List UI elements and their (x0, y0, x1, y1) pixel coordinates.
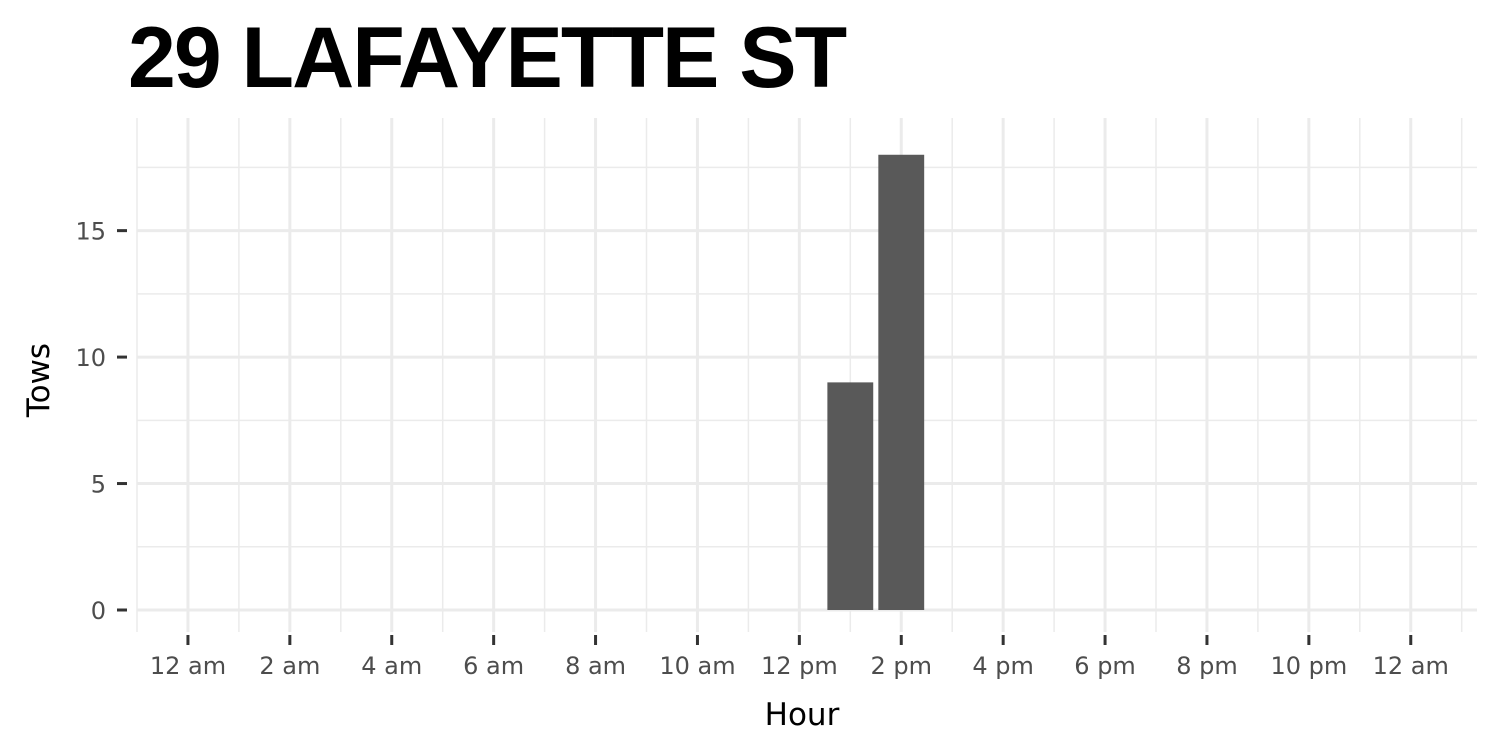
grid-lines (136, 118, 1477, 632)
x-tick-label: 12 am (150, 652, 226, 680)
x-tick-label: 8 am (565, 652, 626, 680)
y-tick-label: 15 (75, 218, 106, 246)
y-tick-label: 5 (91, 471, 106, 499)
bar-1-pm (827, 382, 874, 610)
y-axis: 0 5 10 15 (75, 218, 127, 625)
x-axis: 12 am 2 am 4 am 6 am 8 am 10 am 12 pm 2 pm 4 pm 6… (150, 635, 1449, 680)
y-tick-label: 0 (91, 597, 106, 625)
bars (827, 154, 925, 610)
x-tick-label: 6 am (463, 652, 524, 680)
x-tick-label: 12 pm (761, 652, 838, 680)
x-tick-label: 10 pm (1270, 652, 1347, 680)
chart-title: 29 LAFAYETTE ST (128, 10, 847, 106)
bar-2-pm (878, 154, 925, 610)
x-tick-label: 6 pm (1074, 652, 1136, 680)
x-tick-label: 10 am (659, 652, 735, 680)
x-tick-label: 4 am (361, 652, 422, 680)
y-tick-label: 10 (75, 344, 106, 372)
x-axis-title: Hour (765, 697, 840, 733)
x-tick-label: 2 am (259, 652, 320, 680)
x-tick-label: 8 pm (1176, 652, 1238, 680)
x-tick-label: 4 pm (972, 652, 1034, 680)
y-axis-title: Tows (21, 343, 57, 418)
x-tick-label: 12 am (1373, 652, 1449, 680)
x-tick-label: 2 pm (871, 652, 933, 680)
